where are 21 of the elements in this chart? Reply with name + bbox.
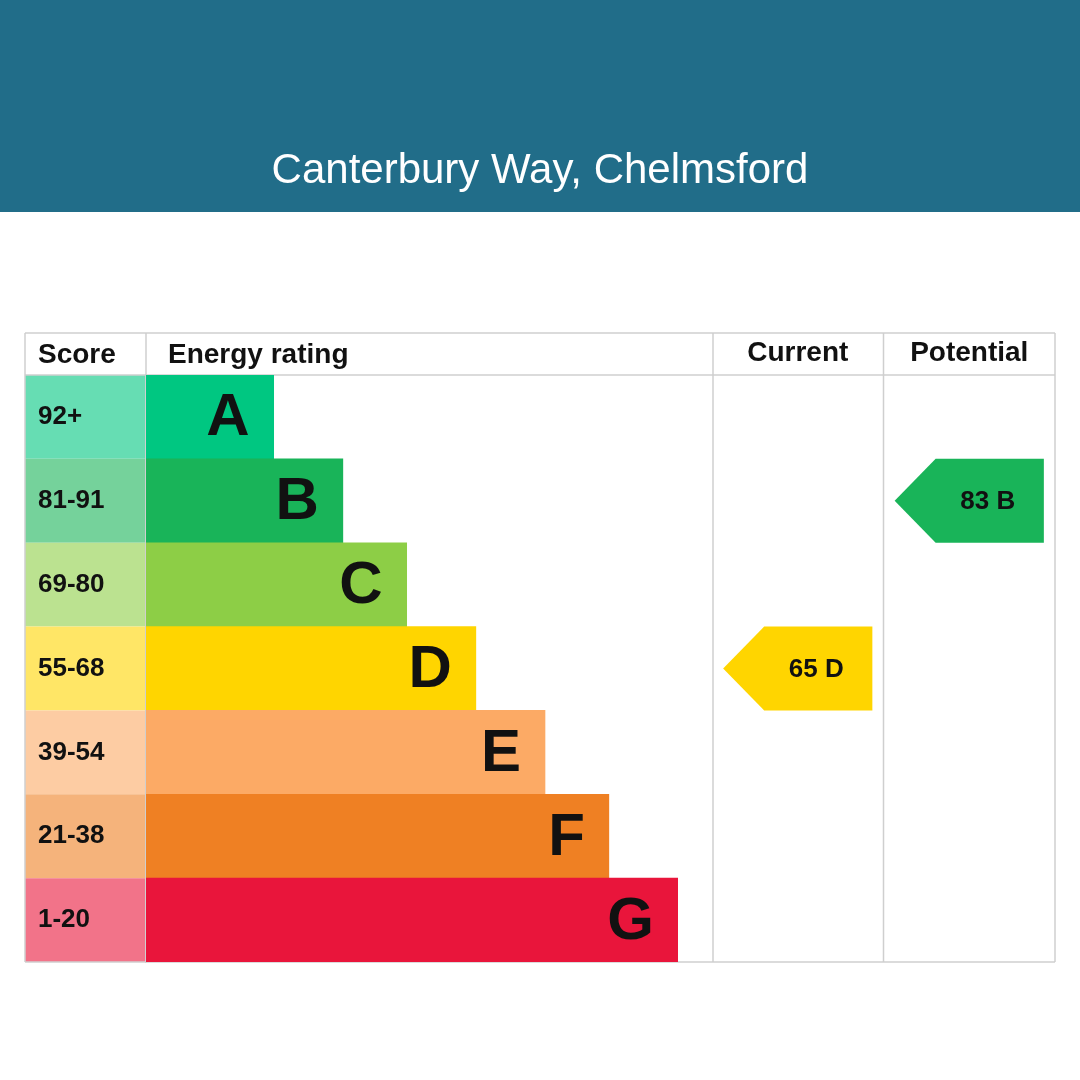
y-tick-label: 1-20 <box>38 903 91 934</box>
annotation: B <box>275 465 319 533</box>
y-tick-label: 55-68 <box>38 651 105 682</box>
data-label: 65 D <box>788 652 844 683</box>
chart-title: Canterbury Way, Chelmsford <box>270 144 810 194</box>
data-label: 83 B <box>960 484 1016 515</box>
y-tick-label: 69-80 <box>38 567 105 598</box>
y-tick-label: 92+ <box>38 400 83 431</box>
annotation: D <box>408 633 452 701</box>
x-axis-title: Energy rating <box>168 337 349 369</box>
annotation: G <box>607 884 654 952</box>
x-tick-label: Potential <box>910 335 1029 367</box>
y-tick-label: 39-54 <box>38 735 106 766</box>
annotation: F <box>548 800 585 868</box>
y-tick-label: 21-38 <box>38 819 105 850</box>
annotation: E <box>480 716 521 784</box>
y-axis-title: Score <box>38 337 116 369</box>
annotation: C <box>339 549 383 617</box>
y-tick-label: 81-91 <box>38 483 105 514</box>
annotation: A <box>206 381 250 449</box>
x-tick-label: Current <box>747 335 849 367</box>
